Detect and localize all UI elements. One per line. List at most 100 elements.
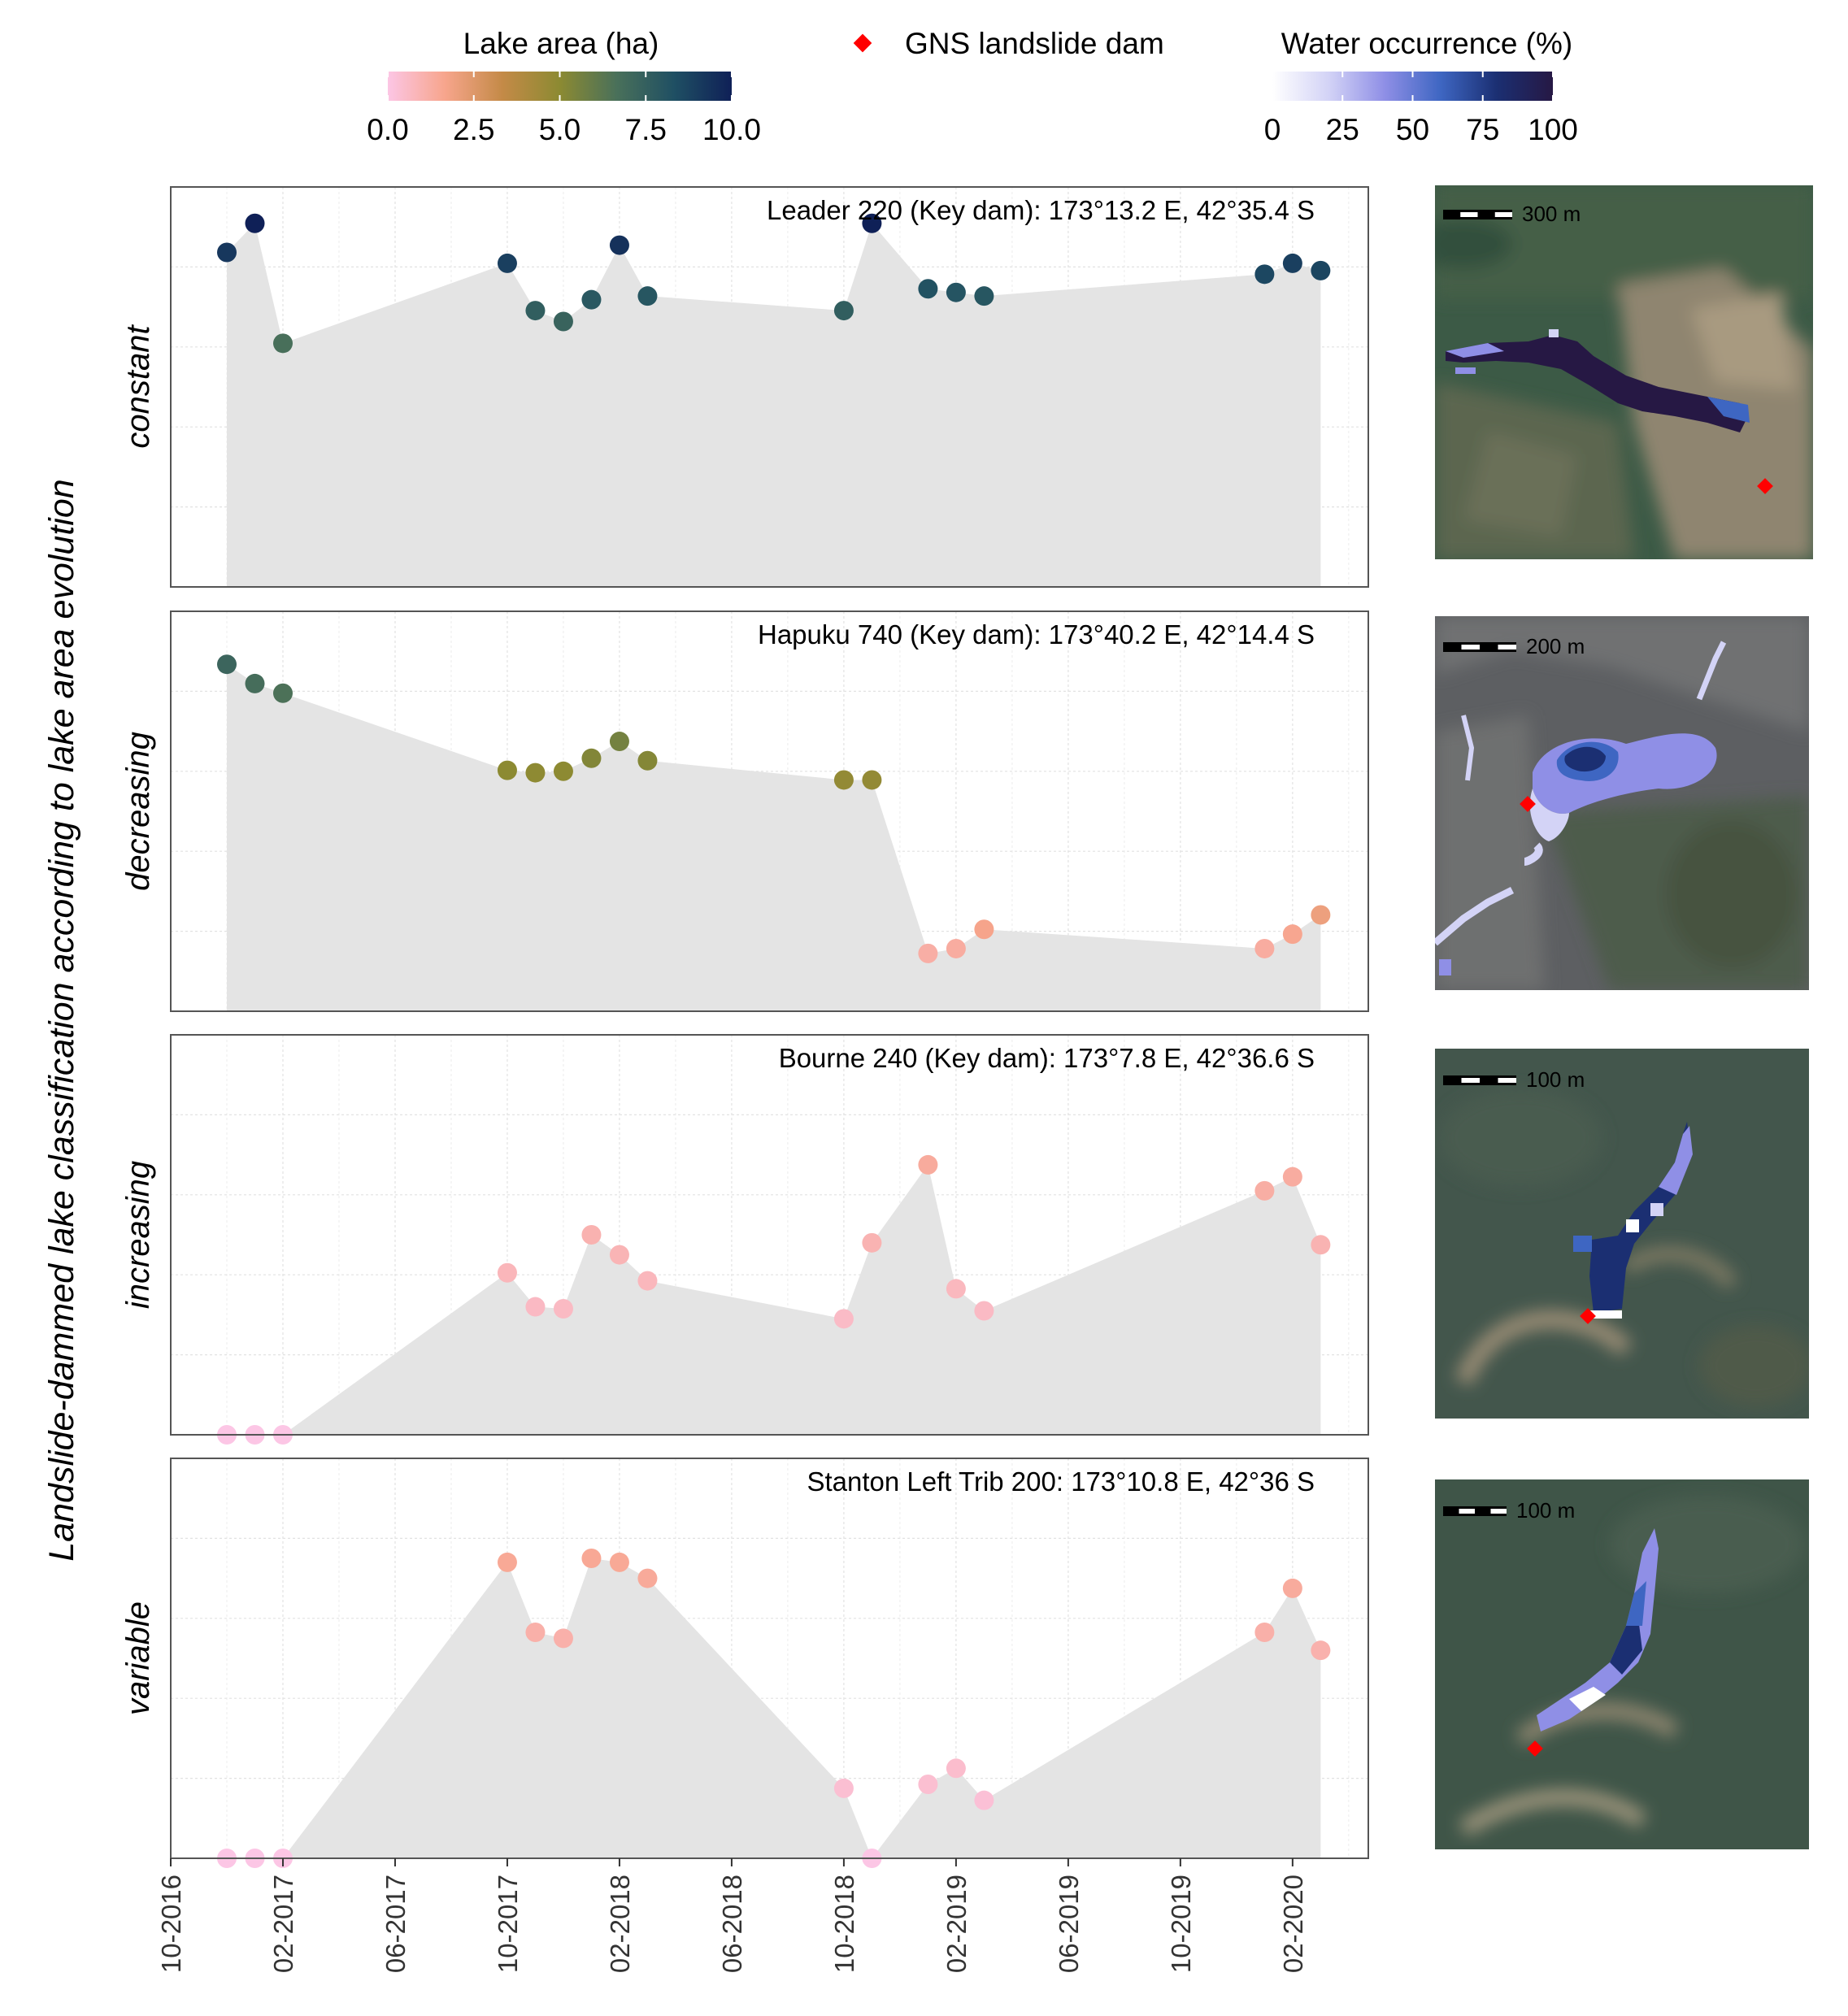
scale-bar: 100 m — [1443, 1067, 1585, 1092]
lake-area-fill — [226, 1558, 1321, 1858]
data-point — [974, 286, 994, 306]
x-tick-label: 06-2018 — [717, 1875, 747, 1973]
dam-marker-bourne — [1580, 1308, 1596, 1324]
water-occurrence-tick-label: 0 — [1264, 113, 1281, 146]
lake-area-tick-label: 2.5 — [453, 113, 494, 146]
panel-constant: Leader 220 (Key dam): 173°13.2 E, 42°35.… — [120, 186, 1369, 588]
data-point — [553, 311, 573, 332]
lake-area-fill — [226, 664, 1321, 1011]
panel-title: Bourne 240 (Key dam): 173°7.8 E, 42°36.6… — [779, 1043, 1315, 1073]
lake-area-colorbar-ticks: 0.0 2.5 5.0 7.5 10.0 — [367, 72, 761, 146]
data-point — [1311, 1235, 1331, 1255]
x-tick-label: 10-2016 — [156, 1875, 186, 1973]
data-point — [1311, 260, 1331, 280]
data-point — [216, 242, 237, 263]
data-point — [946, 1279, 966, 1299]
data-point — [862, 770, 882, 790]
water-occurrence-colorbar-ticks: 0 25 50 75 100 — [1264, 72, 1578, 146]
data-point — [609, 1245, 629, 1265]
lake-area-tick-label: 0.0 — [367, 113, 408, 146]
lake-water-bourne — [1589, 1122, 1691, 1313]
water-occurrence-tick-label: 50 — [1396, 113, 1429, 146]
data-point — [1311, 905, 1331, 925]
x-tick-label: 06-2019 — [1054, 1875, 1084, 1973]
data-point — [862, 213, 882, 233]
water-occurrence-tick-label: 75 — [1466, 113, 1499, 146]
dam-marker-stanton — [1527, 1740, 1543, 1757]
data-point — [1311, 1640, 1331, 1661]
lake-water-leader — [1446, 335, 1748, 432]
dam-markers — [1520, 478, 1773, 1757]
lake-area-tick-label: 10.0 — [702, 113, 761, 146]
data-point — [918, 1774, 938, 1794]
data-point — [525, 1297, 546, 1317]
dam-legend-marker — [853, 33, 872, 53]
lake-area-fill — [226, 223, 1321, 587]
data-point — [497, 1552, 517, 1572]
data-point — [974, 1301, 994, 1321]
x-axis: 10-2016 02-2017 06-2017 10-2017 02-2018 06-20… — [156, 1858, 1308, 1973]
data-point — [946, 938, 966, 958]
x-tick-label: 10-2018 — [829, 1875, 859, 1973]
data-point — [833, 770, 854, 790]
water-occurrence-tick-label: 100 — [1528, 113, 1578, 146]
satellite-image-stanton — [1435, 1479, 1809, 1849]
data-point — [553, 761, 573, 781]
x-tick-label: 02-2017 — [268, 1875, 298, 1973]
data-point — [525, 301, 546, 321]
lake-area-fill — [226, 1164, 1321, 1435]
data-point — [216, 654, 237, 675]
data-point — [1254, 1623, 1275, 1643]
data-point — [245, 673, 265, 693]
x-tick-label: 02-2018 — [605, 1875, 635, 1973]
x-tick-label: 02-2020 — [1278, 1875, 1308, 1973]
lake-area-legend: Lake area (ha) 0.0 2.5 5.0 7.5 10.0 — [367, 27, 761, 146]
data-point — [1254, 1180, 1275, 1201]
panel-title: Leader 220 (Key dam): 173°13.2 E, 42°35.… — [767, 195, 1315, 225]
water-occurrence-tick-label: 25 — [1326, 113, 1359, 146]
data-point — [1254, 938, 1275, 958]
water-occurrence-legend-title: Water occurrence (%) — [1281, 27, 1572, 60]
class-label: decreasing — [120, 732, 156, 891]
scale-bar-label: 100 m — [1516, 1498, 1575, 1523]
scale-bar-label: 300 m — [1522, 202, 1581, 226]
data-point — [245, 213, 265, 233]
data-point — [525, 1623, 546, 1643]
data-point — [833, 301, 854, 321]
x-tick-label: 10-2019 — [1166, 1875, 1196, 1973]
data-point — [581, 748, 602, 768]
data-point — [918, 1154, 938, 1175]
panel-variable: Stanton Left Trib 200: 173°10.8 E, 42°36… — [120, 1458, 1369, 1868]
data-point — [581, 1225, 602, 1245]
data-point — [497, 760, 517, 780]
data-point — [1282, 1578, 1302, 1598]
data-point — [609, 235, 629, 255]
data-point — [946, 1758, 966, 1779]
data-point — [918, 943, 938, 963]
data-point — [637, 1568, 658, 1588]
dam-legend-label: GNS landslide dam — [905, 27, 1164, 60]
data-point — [974, 1790, 994, 1810]
data-point — [581, 1549, 602, 1568]
legend: Lake area (ha) 0.0 2.5 5.0 7.5 10.0 GNS land… — [367, 27, 1578, 146]
panel-border — [170, 186, 1369, 588]
lake-area-legend-title: Lake area (ha) — [463, 27, 659, 60]
data-point — [974, 919, 994, 940]
data-point — [609, 732, 629, 752]
panel-border — [170, 1458, 1369, 1859]
data-point — [918, 279, 938, 299]
satellite-image-bourne — [1435, 1049, 1809, 1419]
data-point — [1282, 924, 1302, 945]
panel-decreasing: Hapuku 740 (Key dam): 173°40.2 E, 42°14.… — [120, 610, 1369, 1012]
class-label: constant — [120, 324, 156, 449]
data-point — [946, 282, 966, 302]
panel-border — [170, 1034, 1369, 1436]
scale-bar-label: 100 m — [1526, 1067, 1585, 1092]
data-point — [581, 289, 602, 310]
x-tick-label: 06-2017 — [380, 1875, 411, 1973]
class-label: increasing — [120, 1161, 156, 1309]
x-tick-label: 10-2017 — [493, 1875, 523, 1973]
lake-area-tick-label: 7.5 — [625, 113, 667, 146]
data-point — [637, 1271, 658, 1291]
dam-legend: GNS landslide dam — [853, 27, 1164, 60]
